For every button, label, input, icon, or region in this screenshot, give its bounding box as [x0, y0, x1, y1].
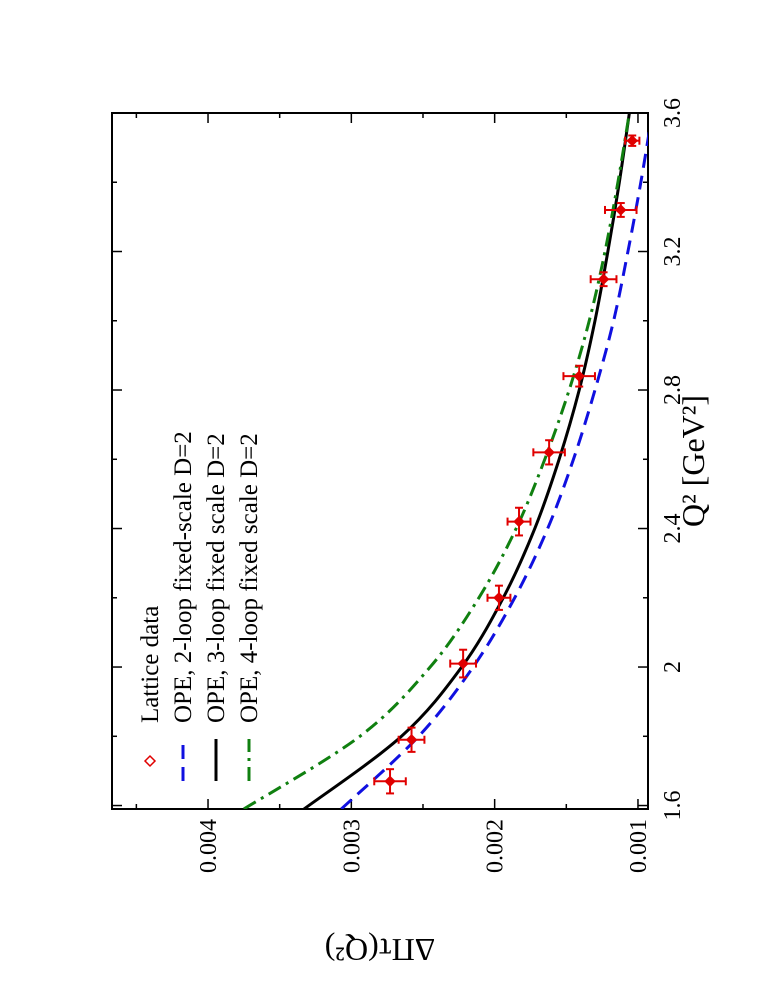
- x-tick-label: 2.8: [660, 375, 686, 405]
- series-line-3: [303, 113, 631, 809]
- x-tick-label: 2: [660, 661, 686, 673]
- data-point: [589, 271, 618, 288]
- data-point: [506, 506, 532, 537]
- data-point: [486, 584, 512, 611]
- data-point: [604, 202, 638, 218]
- plot-frame: [111, 112, 649, 810]
- legend-label: Lattice data: [137, 606, 164, 723]
- legend-label: OPE, 3-loop fixed scale D=2: [203, 433, 230, 723]
- series-line-4: [243, 113, 631, 809]
- legend-marker: [143, 754, 157, 768]
- diamond-marker: [573, 370, 585, 382]
- legend-item: Lattice data: [137, 606, 164, 768]
- diamond-marker: [597, 273, 610, 285]
- data-point: [562, 364, 596, 388]
- legend-item: OPE, 2-loop fixed-scale D=2: [170, 431, 197, 781]
- rotated-chart: 1.6 2 2.4 2.8 3.2 3.6 0.001 0.002 0.003 0.004 Q² […: [111, 98, 711, 968]
- diamond-marker: [405, 734, 418, 746]
- x-tick-label: 2.4: [660, 514, 686, 544]
- diamond-marker: [457, 657, 469, 670]
- diamond-marker: [543, 446, 555, 459]
- legend-label: OPE, 2-loop fixed-scale D=2: [170, 431, 197, 723]
- diamond-marker: [493, 592, 505, 604]
- y-tick-label: 0.004: [196, 819, 222, 873]
- data-point: [373, 768, 407, 795]
- data-point: [624, 134, 641, 147]
- y-tick-label: 0.001: [626, 819, 652, 873]
- diamond-marker: [626, 134, 638, 147]
- data-point: [532, 439, 566, 466]
- series-line-2: [340, 113, 648, 809]
- diamond-marker: [513, 515, 525, 528]
- y-axis-title: ΔΠτ(Q²): [325, 932, 436, 968]
- y-tick-label: 0.003: [339, 819, 365, 873]
- diamond-marker: [615, 204, 627, 216]
- legend: Lattice data OPE, 2-loop fixed-scale D=2 O…: [137, 431, 263, 781]
- curves-group: [243, 113, 648, 809]
- y-tick-label: 0.002: [483, 819, 509, 873]
- x-tick-label: 3.2: [660, 237, 686, 267]
- legend-item: OPE, 4-loop fixed scale D=2: [236, 433, 263, 781]
- x-tick-label: 1.6: [660, 791, 686, 821]
- x-tick-label: 3.6: [660, 98, 686, 128]
- x-axis-title: Q² [GeV²]: [675, 395, 711, 527]
- legend-item: OPE, 3-loop fixed scale D=2: [203, 433, 230, 781]
- legend-label: OPE, 4-loop fixed scale D=2: [236, 433, 263, 723]
- diamond-marker: [384, 775, 396, 788]
- data-point: [397, 726, 426, 753]
- data-point: [449, 648, 478, 679]
